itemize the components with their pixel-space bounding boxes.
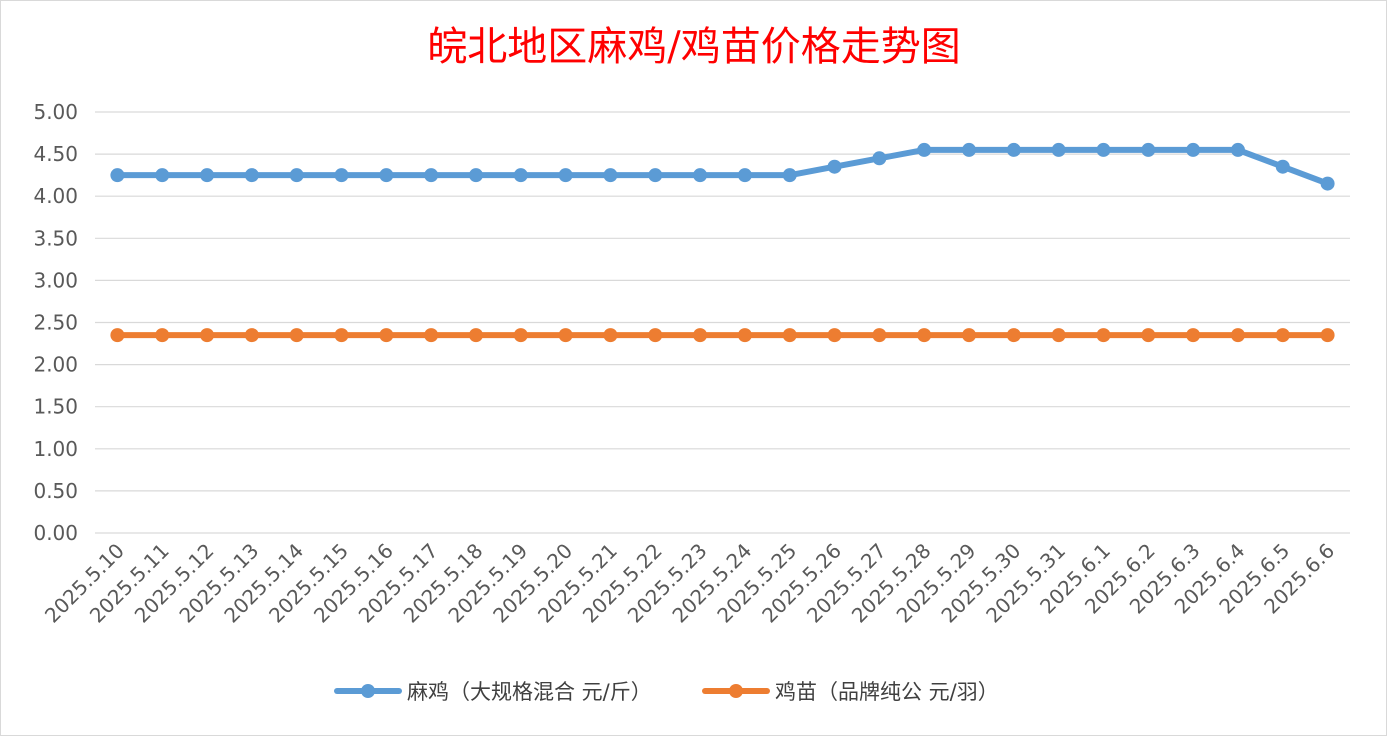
data-point — [1051, 142, 1066, 157]
data-point — [558, 328, 573, 343]
data-point — [200, 328, 215, 343]
data-point — [1275, 159, 1290, 174]
data-point — [468, 168, 483, 183]
chart-title: 皖北地区麻鸡/鸡苗价格走势图 — [427, 24, 960, 70]
data-point — [1186, 142, 1201, 157]
data-point — [827, 159, 842, 174]
data-point — [917, 142, 932, 157]
y-tick-label: 2.00 — [33, 353, 78, 377]
data-point — [334, 168, 349, 183]
y-tick-label: 1.50 — [33, 395, 78, 419]
y-tick-label: 1.00 — [33, 437, 78, 461]
data-point — [110, 328, 125, 343]
legend-swatch-marker — [729, 684, 743, 698]
data-point — [1320, 176, 1335, 191]
data-point — [962, 328, 977, 343]
data-point — [513, 168, 528, 183]
data-point — [289, 328, 304, 343]
y-tick-label: 0.00 — [33, 521, 78, 545]
data-point — [424, 168, 439, 183]
legend-label: 鸡苗（品牌纯公 元/羽） — [775, 680, 999, 704]
data-point — [782, 168, 797, 183]
data-point — [1096, 328, 1111, 343]
data-point — [1096, 142, 1111, 157]
data-point — [827, 328, 842, 343]
data-point — [468, 328, 483, 343]
series-line — [114, 146, 1331, 187]
data-point — [872, 151, 887, 166]
legend-label: 麻鸡（大规格混合 元/斤） — [407, 680, 652, 704]
data-point — [1186, 328, 1201, 343]
data-point — [603, 168, 618, 183]
data-point — [962, 142, 977, 157]
data-point — [1230, 142, 1245, 157]
data-point — [513, 328, 528, 343]
data-point — [1141, 142, 1156, 157]
data-point — [558, 168, 573, 183]
data-point — [693, 328, 708, 343]
y-tick-label: 3.50 — [33, 226, 78, 250]
data-point — [648, 168, 663, 183]
gridlines — [95, 111, 1350, 534]
data-point — [603, 328, 618, 343]
data-point — [155, 328, 170, 343]
data-point — [782, 328, 797, 343]
data-point — [1275, 328, 1290, 343]
legend-swatch-marker — [361, 684, 375, 698]
data-point — [648, 328, 663, 343]
data-point — [244, 328, 259, 343]
data-point — [872, 328, 887, 343]
data-point — [110, 168, 125, 183]
data-point — [334, 328, 349, 343]
data-point — [1230, 328, 1245, 343]
data-point — [917, 328, 932, 343]
y-axis: 0.00 0.50 1.00 1.50 2.00 2.50 3.00 3.50 4.00 4.50… — [33, 100, 78, 545]
y-tick-label: 3.00 — [33, 268, 78, 292]
data-point — [424, 328, 439, 343]
data-point — [737, 328, 752, 343]
y-tick-label: 5.00 — [33, 100, 78, 124]
data-point — [693, 168, 708, 183]
data-point — [155, 168, 170, 183]
data-point — [379, 168, 394, 183]
data-point — [1006, 328, 1021, 343]
data-point — [289, 168, 304, 183]
data-point — [200, 168, 215, 183]
legend: 麻鸡（大规格混合 元/斤） 鸡苗（品牌纯公 元/羽） — [334, 680, 999, 704]
data-point — [1141, 328, 1156, 343]
series-group — [110, 142, 1335, 343]
data-point — [737, 168, 752, 183]
y-tick-label: 4.50 — [33, 142, 78, 166]
data-point — [244, 168, 259, 183]
data-point — [379, 328, 394, 343]
y-tick-label: 0.50 — [33, 479, 78, 503]
data-point — [1006, 142, 1021, 157]
data-point — [1051, 328, 1066, 343]
data-point — [1320, 328, 1335, 343]
y-tick-label: 2.50 — [33, 311, 78, 335]
y-tick-label: 4.00 — [33, 184, 78, 208]
